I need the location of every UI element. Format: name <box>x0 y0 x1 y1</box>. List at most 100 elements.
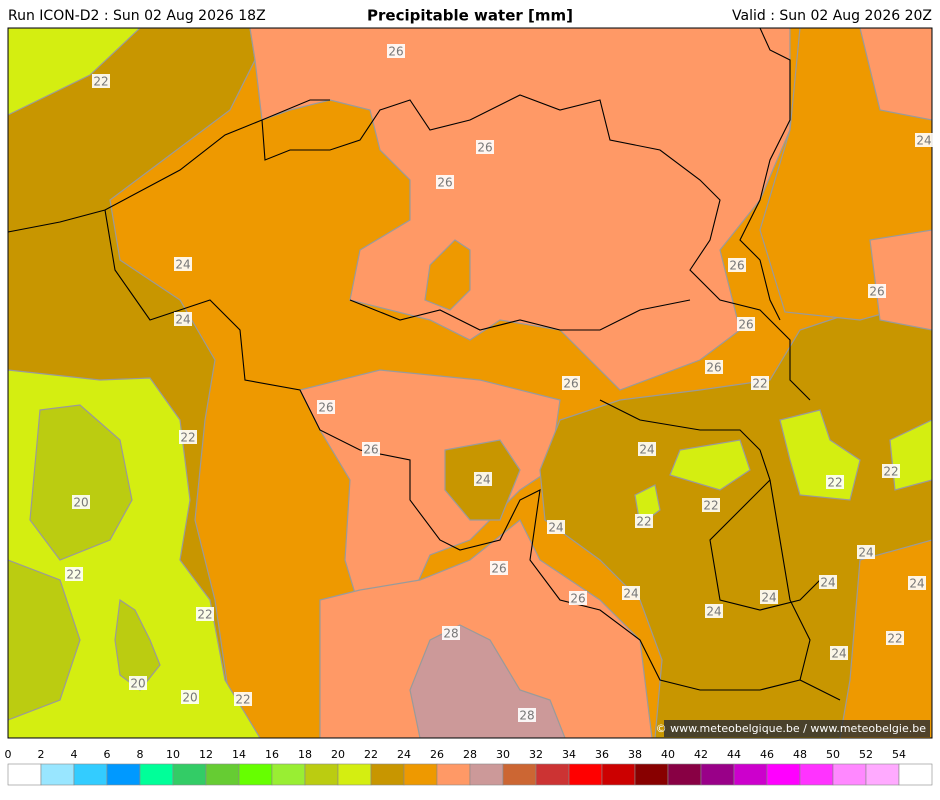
colorbar-tick-label: 52 <box>859 748 873 761</box>
colorbar-swatch <box>73 763 108 786</box>
field-region <box>869 229 932 331</box>
colorbar-tick-label: 16 <box>265 748 279 761</box>
contour-label: 22 <box>703 499 718 513</box>
contour-label-box <box>317 400 335 414</box>
contour-labels: 26 22 26 24 26 24 26 26 24 26 26 26 22 26 22 26 24 24 22 22… <box>65 44 933 723</box>
colorbar-swatch <box>304 763 339 786</box>
contour-label: 24 <box>623 587 638 601</box>
contour-label: 22 <box>887 632 902 646</box>
contour-label: 26 <box>706 361 721 375</box>
colorbar-tick-label: 18 <box>298 748 312 761</box>
colorbar-tick-label: 10 <box>166 748 180 761</box>
border <box>599 399 821 611</box>
colorbar-swatch <box>469 763 504 786</box>
contour-label-box <box>569 591 587 605</box>
contour-label: 24 <box>820 576 835 590</box>
field-region <box>669 439 751 491</box>
border <box>261 94 811 401</box>
field-region <box>424 239 471 311</box>
contour-label: 24 <box>916 134 931 148</box>
contour-label-box <box>179 430 197 444</box>
colorbar-swatch <box>271 763 306 786</box>
colorbar-tick-label: 48 <box>793 748 807 761</box>
colorbar-tick-label: 6 <box>104 748 111 761</box>
contour-label-box <box>737 317 755 331</box>
field-region <box>114 598 161 691</box>
contour-label: 26 <box>388 45 403 59</box>
contour-label: 22 <box>235 693 250 707</box>
contour-label-box <box>705 604 723 618</box>
contour-label-box <box>751 376 769 390</box>
colorbar-swatch <box>832 763 867 786</box>
colorbar-tick-label: 12 <box>199 748 213 761</box>
colorbar-swatch <box>403 763 438 786</box>
map-frame <box>7 27 933 739</box>
contour-label: 28 <box>443 627 458 641</box>
field-region <box>8 28 141 116</box>
colorbar-swatch <box>634 763 669 786</box>
colorbar-tick-label: 4 <box>71 748 78 761</box>
field-region <box>319 519 653 738</box>
contour-label: 24 <box>831 647 846 661</box>
field-region <box>8 559 81 721</box>
colorbar-tick-label: 54 <box>892 748 906 761</box>
colorbar-tick-label: 30 <box>496 748 510 761</box>
border <box>104 209 841 701</box>
field-region <box>29 404 133 561</box>
contour-label-box <box>442 626 460 640</box>
colorbar-swatch <box>40 763 75 786</box>
contour-label: 24 <box>548 521 563 535</box>
colorbar-swatch <box>436 763 471 786</box>
contour-label: 24 <box>475 473 490 487</box>
contour-label: 26 <box>869 285 884 299</box>
border <box>739 27 791 321</box>
contour-label-box <box>234 692 252 706</box>
contour-label: 26 <box>318 401 333 415</box>
colorbar-tick-label: 46 <box>760 748 774 761</box>
contour-label-box <box>728 258 746 272</box>
colorbar-swatch <box>865 763 900 786</box>
map-title: Precipitable water [mm] <box>367 7 573 25</box>
colorbar-swatch <box>799 763 834 786</box>
colorbar-swatch <box>502 763 537 786</box>
map: © www.meteobelgique.be / www.meteobelgie… <box>7 27 933 739</box>
colorbar-tick-label: 20 <box>331 748 345 761</box>
contour-label: 20 <box>73 496 88 510</box>
contour-label-box <box>474 472 492 486</box>
contour-label: 26 <box>738 318 753 332</box>
contour-label-box <box>436 175 454 189</box>
colorbar-swatch <box>337 763 372 786</box>
contour-label: 24 <box>909 577 924 591</box>
valid-info: Valid : Sun 02 Aug 2026 20Z <box>732 8 932 24</box>
colorbar-tick-label: 36 <box>595 748 609 761</box>
colorbar-tick-label: 50 <box>826 748 840 761</box>
contour-label-box <box>868 284 886 298</box>
contour-label: 26 <box>363 443 378 457</box>
colorbar-tick-label: 32 <box>529 748 543 761</box>
contour-label-box <box>547 520 565 534</box>
colorbar-tick-label: 24 <box>397 748 411 761</box>
contour-label: 20 <box>130 677 145 691</box>
colorbar-tick-label: 14 <box>232 748 246 761</box>
contour-label-box <box>129 676 147 690</box>
contour-label-box <box>857 545 875 559</box>
credit: © www.meteobelgique.be / www.meteobelgie… <box>656 722 927 735</box>
field-region <box>249 28 791 391</box>
colorbar-swatch <box>733 763 768 786</box>
colorbar: 0 2 4 6 8 10 12 14 16 18 20 22 24 26 28 30 32 34 36 38 40 42 4… <box>5 748 933 786</box>
contour-label: 24 <box>858 546 873 560</box>
contour-label-box <box>702 498 720 512</box>
colorbar-swatch <box>139 763 174 786</box>
colorbar-tick-label: 34 <box>562 748 576 761</box>
colorbar-swatch <box>370 763 405 786</box>
contour-label-box <box>830 646 848 660</box>
contour-label-box <box>387 44 405 58</box>
contour-label-box <box>886 631 904 645</box>
credit-box <box>664 720 930 737</box>
contour-label-box <box>908 576 926 590</box>
field-region <box>859 28 932 121</box>
colorbar-tick-label: 42 <box>694 748 708 761</box>
colorbar-swatch <box>172 763 207 786</box>
colorbar-swatch <box>601 763 636 786</box>
